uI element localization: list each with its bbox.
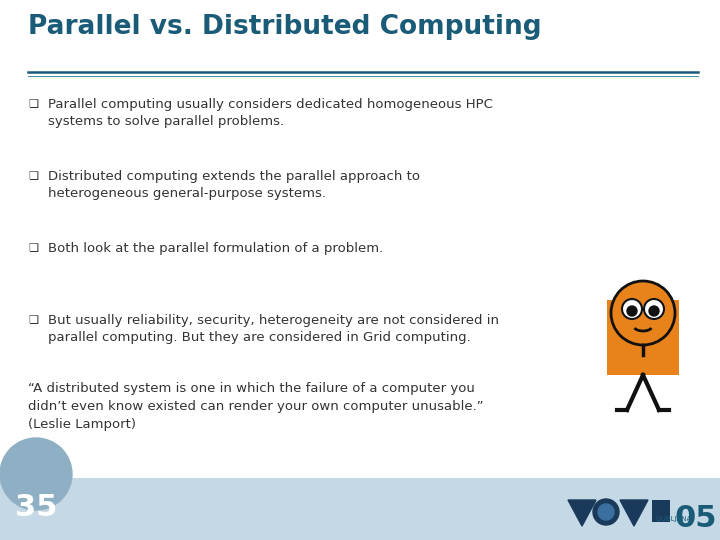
Circle shape [611, 281, 675, 345]
Text: Distributed computing extends the parallel approach to
heterogeneous general-pur: Distributed computing extends the parall… [48, 170, 420, 199]
Text: But usually reliability, security, heterogeneity are not considered in
parallel : But usually reliability, security, heter… [48, 314, 499, 343]
Circle shape [627, 306, 637, 316]
Circle shape [644, 299, 664, 319]
Text: 35: 35 [15, 492, 57, 522]
Circle shape [649, 306, 659, 316]
Text: 05: 05 [675, 504, 718, 533]
Polygon shape [568, 500, 596, 526]
Bar [607, 300, 679, 375]
Text: ❑: ❑ [28, 98, 38, 108]
Text: “A distributed system is one in which the failure of a computer you
didn’t even : “A distributed system is one in which th… [28, 382, 484, 431]
Polygon shape [620, 500, 648, 526]
Text: ❑: ❑ [28, 242, 38, 252]
Circle shape [598, 504, 614, 520]
Text: Both look at the parallel formulation of a problem.: Both look at the parallel formulation of… [48, 242, 383, 255]
Circle shape [622, 299, 642, 319]
Bar [652, 500, 670, 522]
Text: ❑: ❑ [28, 170, 38, 180]
Text: ❑: ❑ [28, 314, 38, 324]
Text: Parallel vs. Distributed Computing: Parallel vs. Distributed Computing [28, 14, 541, 40]
Text: LJUBLJANA: LJUBLJANA [655, 516, 691, 522]
Circle shape [593, 499, 619, 525]
Bar [0, 478, 720, 540]
Text: Parallel computing usually considers dedicated homogeneous HPC
systems to solve : Parallel computing usually considers ded… [48, 98, 493, 127]
Circle shape [0, 438, 72, 510]
